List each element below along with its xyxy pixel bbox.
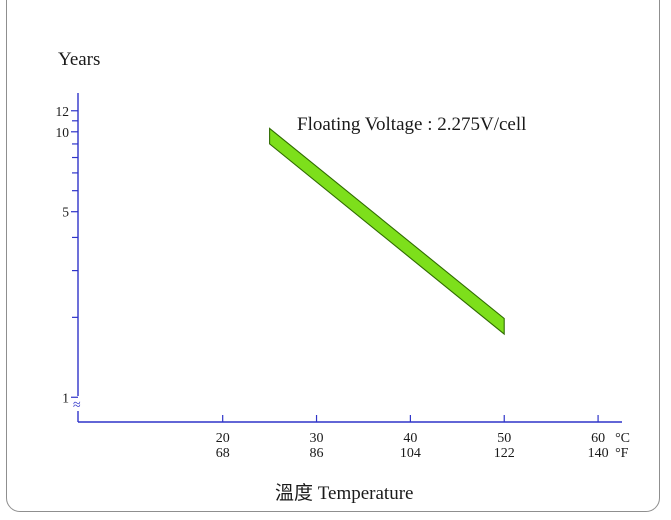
x-tick-label-celsius: 30 (310, 431, 324, 446)
x-unit-fahrenheit: °F (615, 446, 629, 461)
y-tick-label: 12 (56, 104, 70, 119)
plot-marks (269, 127, 505, 336)
x-tick-label-celsius: 50 (497, 431, 511, 446)
y-tick-label: 10 (56, 125, 70, 140)
x-tick-label-celsius: 60 (591, 431, 605, 446)
y-axis: ≈1 5 10 12 (56, 93, 81, 422)
y-axis-label: Years (58, 49, 100, 70)
x-tick-label-fahrenheit: 68 (216, 446, 230, 461)
x-tick-label-celsius: 40 (403, 431, 417, 446)
x-tick-label-celsius: 20 (216, 431, 230, 446)
x-axis-label: 溫度 Temperature (275, 482, 413, 504)
y-tick-label: 1 (62, 390, 69, 405)
floating-voltage-annotation: Floating Voltage : 2.275V/cell (297, 114, 526, 135)
x-tick-label-fahrenheit: 140 (588, 446, 609, 461)
x-tick-label-fahrenheit: 122 (494, 446, 515, 461)
chart-frame (6, 0, 660, 512)
x-unit-celsius: °C (615, 431, 630, 446)
y-axis-break-symbol: ≈ (73, 398, 81, 413)
x-tick-label-fahrenheit: 86 (310, 446, 324, 461)
x-tick-label-fahrenheit: 104 (400, 446, 421, 461)
life-band (269, 127, 505, 336)
y-tick-label: 5 (62, 205, 69, 220)
